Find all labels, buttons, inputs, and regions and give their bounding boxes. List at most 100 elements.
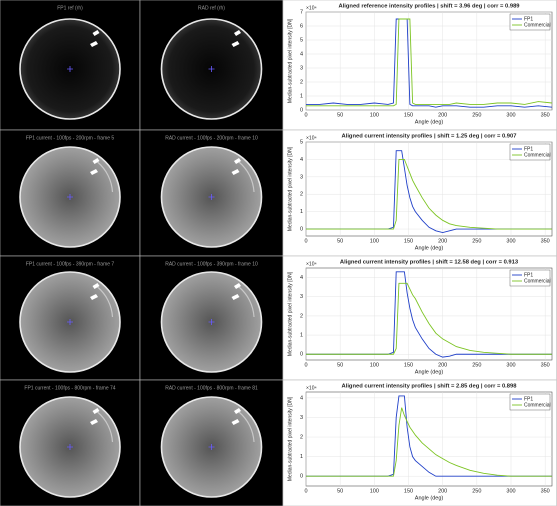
highlight	[90, 30, 100, 47]
arc-streak	[238, 286, 255, 318]
series-line	[306, 18, 553, 108]
x-tick-label: 50	[337, 238, 343, 244]
y-tick-label: 5	[300, 37, 303, 43]
center-mark	[208, 319, 215, 325]
legend-label: Commercial	[524, 402, 551, 408]
x-tick-label: 50	[337, 112, 343, 118]
highlight	[90, 283, 100, 300]
x-tick-label: 300	[506, 362, 515, 368]
image-title: FP1 current - 100fps - 390rpm - frame 7	[26, 261, 115, 267]
x-tick-label: 200	[438, 238, 447, 244]
x-tick-label: 200	[438, 488, 447, 494]
x-tick-label: 300	[506, 238, 515, 244]
highlight	[231, 283, 241, 300]
x-tick-label: 100	[370, 238, 379, 244]
y-tick-label: 5	[300, 139, 303, 145]
x-axis-label: Angle (deg)	[415, 369, 444, 375]
x-tick-label: 50	[337, 488, 343, 494]
center-mark	[67, 194, 73, 200]
x-tick-label: 350	[541, 238, 550, 244]
y-axis-label: Median-subtracted pixel intensity [DN]	[287, 146, 293, 231]
image-title: RAD current - 100fps - 800rpm - frame 81	[165, 385, 258, 391]
y-tick-label: 3	[300, 415, 303, 421]
x-tick-label: 150	[404, 238, 413, 244]
image-title: FP1 ref (rh)	[57, 5, 83, 11]
y-tick-label: 0	[300, 352, 303, 358]
center-mark	[208, 194, 215, 200]
legend-label: FP1	[524, 396, 533, 402]
x-tick-label: 350	[541, 362, 550, 368]
y-tick-label: 4	[300, 51, 303, 57]
chart-title: Aligned reference intensity profiles | s…	[338, 4, 520, 10]
y-tick-label: 1	[300, 333, 303, 339]
y-tick-label: 2	[300, 79, 303, 85]
y-tick-label: 3	[300, 65, 303, 71]
x-tick-label: 250	[472, 488, 481, 494]
legend-box	[509, 13, 551, 31]
legend-label: FP1	[524, 16, 533, 22]
arc-streak	[238, 411, 255, 443]
y-tick-label: 1	[300, 454, 303, 460]
y-tick-label: 4	[300, 157, 303, 163]
y-tick-label: 0	[300, 474, 303, 480]
x-tick-label: 150	[404, 488, 413, 494]
x-tick-label: 300	[506, 488, 515, 494]
legend-label: Commercial	[524, 22, 551, 28]
center-mark	[208, 444, 215, 450]
series-line	[306, 158, 552, 230]
y-tick-label: 3	[300, 174, 303, 180]
x-tick-label: 0	[304, 112, 307, 118]
highlight	[90, 408, 100, 425]
legend-box	[509, 143, 551, 161]
x-tick-label: 0	[304, 362, 307, 368]
y-exponent: ×10⁴	[306, 385, 317, 391]
x-tick-label: 100	[370, 112, 379, 118]
x-tick-label: 300	[506, 112, 515, 118]
x-tick-label: 150	[404, 362, 413, 368]
x-tick-label: 350	[541, 488, 550, 494]
arc-streak	[97, 286, 114, 318]
y-tick-label: 1	[300, 209, 303, 215]
x-tick-label: 200	[438, 112, 447, 118]
y-tick-label: 3	[300, 294, 303, 300]
series-line	[306, 407, 552, 477]
y-tick-label: 4	[300, 275, 303, 281]
chart-title: Aligned current intensity profiles | shi…	[342, 134, 517, 140]
highlight	[231, 408, 241, 425]
x-tick-label: 0	[304, 488, 307, 494]
x-tick-label: 350	[541, 112, 550, 118]
y-axis-label: Median-subtracted pixel intensity [DN]	[287, 271, 293, 356]
x-tick-label: 250	[472, 112, 481, 118]
y-exponent: ×10⁴	[306, 261, 317, 267]
image-title: RAD ref (rh)	[198, 5, 225, 11]
x-tick-label: 100	[370, 362, 379, 368]
y-tick-label: 0	[300, 107, 303, 113]
y-tick-label: 2	[300, 192, 303, 198]
center-mark	[67, 444, 73, 450]
chart-title: Aligned current intensity profiles | shi…	[340, 260, 519, 266]
legend-label: FP1	[524, 272, 533, 278]
chart-title: Aligned current intensity profiles | shi…	[342, 384, 518, 390]
y-tick-label: 2	[300, 434, 303, 440]
x-tick-label: 250	[472, 362, 481, 368]
y-tick-label: 0	[300, 226, 303, 232]
y-tick-label: 1	[300, 93, 303, 99]
legend-label: Commercial	[524, 152, 551, 158]
y-tick-label: 7	[300, 9, 303, 15]
series-line	[306, 282, 552, 355]
arc-streak	[97, 411, 114, 443]
x-tick-label: 250	[472, 238, 481, 244]
y-tick-label: 6	[300, 23, 303, 29]
arc-streak	[97, 161, 114, 193]
highlight	[231, 30, 241, 47]
y-tick-label: 2	[300, 313, 303, 319]
x-tick-label: 50	[337, 362, 343, 368]
center-mark	[67, 319, 73, 325]
x-tick-label: 200	[438, 362, 447, 368]
x-tick-label: 0	[304, 238, 307, 244]
center-mark	[67, 66, 73, 72]
legend-box	[509, 393, 551, 411]
series-line	[306, 18, 553, 107]
